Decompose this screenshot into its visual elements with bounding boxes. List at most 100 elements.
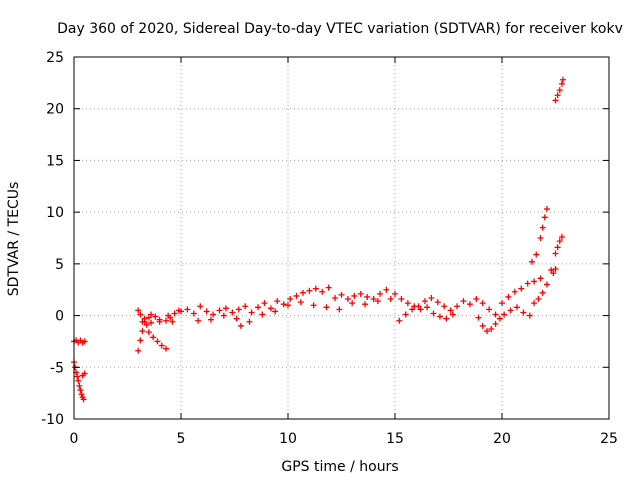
data-point — [552, 97, 559, 104]
data-point — [370, 296, 377, 303]
data-point — [259, 311, 266, 318]
data-point — [293, 292, 300, 299]
data-point — [338, 291, 345, 298]
data-point — [541, 214, 548, 221]
data-point — [454, 303, 461, 310]
axis-ticks — [73, 56, 610, 420]
data-point — [434, 299, 441, 306]
data-point — [272, 308, 279, 315]
data-point — [203, 308, 210, 315]
data-point — [537, 275, 544, 282]
data-point — [447, 307, 454, 314]
data-point — [392, 290, 398, 297]
data-point — [246, 318, 253, 325]
data-point — [299, 289, 306, 296]
data-point — [76, 382, 83, 389]
data-point — [274, 298, 281, 305]
data-point — [222, 305, 229, 312]
data-point — [449, 311, 456, 318]
data-point — [539, 289, 546, 296]
data-point — [77, 387, 84, 394]
plot-frame — [73, 56, 610, 420]
data-point — [436, 313, 443, 320]
data-point — [558, 80, 565, 87]
data-point — [398, 296, 405, 303]
data-point — [137, 337, 144, 344]
x-axis-tick-labels: 0 5 10 15 20 25 — [70, 431, 618, 447]
data-point — [428, 294, 435, 301]
data-point — [554, 244, 561, 251]
data-point — [537, 235, 544, 241]
data-point — [81, 370, 88, 377]
x-tick-label: 10 — [279, 431, 297, 447]
data-point — [248, 309, 255, 316]
x-axis-label: GPS time / hours — [281, 459, 398, 475]
data-point — [163, 317, 170, 324]
data-point — [518, 285, 525, 292]
data-point — [528, 258, 535, 265]
data-point — [145, 329, 152, 336]
data-point — [552, 250, 559, 257]
data-point — [139, 318, 146, 325]
data-point — [154, 338, 161, 345]
data-point — [421, 298, 428, 305]
data-point — [531, 300, 538, 307]
data-point — [364, 293, 371, 300]
data-point — [336, 306, 343, 313]
data-point — [310, 302, 317, 309]
data-point — [344, 296, 351, 303]
data-point — [488, 326, 495, 333]
data-point — [417, 306, 424, 313]
x-tick-label: 5 — [177, 431, 186, 447]
data-point — [559, 76, 566, 83]
data-point — [531, 278, 538, 285]
data-point — [242, 303, 249, 310]
data-point — [150, 334, 157, 341]
data-point — [473, 296, 480, 303]
data-point — [148, 311, 155, 318]
x-tick-label: 20 — [493, 431, 511, 447]
data-point — [143, 321, 150, 328]
data-point — [556, 87, 563, 94]
data-point — [285, 302, 291, 309]
y-tick-label: 10 — [46, 205, 64, 221]
data-point — [543, 281, 550, 288]
data-point — [552, 266, 559, 273]
data-point — [165, 312, 172, 319]
data-point — [484, 328, 491, 335]
data-point — [235, 306, 242, 313]
y-tick-label: -10 — [41, 412, 64, 428]
data-point — [312, 285, 319, 292]
data-point — [163, 345, 170, 352]
data-point — [216, 307, 223, 314]
data-point — [507, 307, 514, 314]
y-tick-label: 15 — [46, 153, 64, 169]
data-point — [81, 338, 88, 345]
y-axis-label: SDTVAR / TECUs — [6, 182, 22, 297]
data-point — [197, 303, 204, 310]
data-point — [210, 311, 217, 318]
data-point — [178, 308, 184, 315]
x-tick-label: 15 — [386, 431, 404, 447]
data-point — [533, 251, 540, 258]
data-point — [430, 310, 437, 317]
data-point — [520, 309, 527, 316]
data-point — [548, 267, 555, 274]
data-point — [374, 298, 381, 305]
data-point — [492, 320, 499, 327]
data-point — [486, 306, 493, 313]
data-point — [351, 292, 358, 299]
data-point — [139, 328, 146, 335]
data-point — [195, 317, 202, 324]
y-tick-label: 20 — [46, 102, 64, 118]
data-point — [424, 304, 431, 311]
data-point — [237, 322, 244, 329]
data-point — [141, 315, 148, 322]
data-point — [190, 310, 197, 317]
y-tick-label: 5 — [55, 257, 64, 273]
data-point — [306, 287, 313, 294]
data-point — [362, 301, 369, 308]
y-tick-label: 25 — [46, 50, 64, 66]
data-point — [550, 270, 557, 277]
